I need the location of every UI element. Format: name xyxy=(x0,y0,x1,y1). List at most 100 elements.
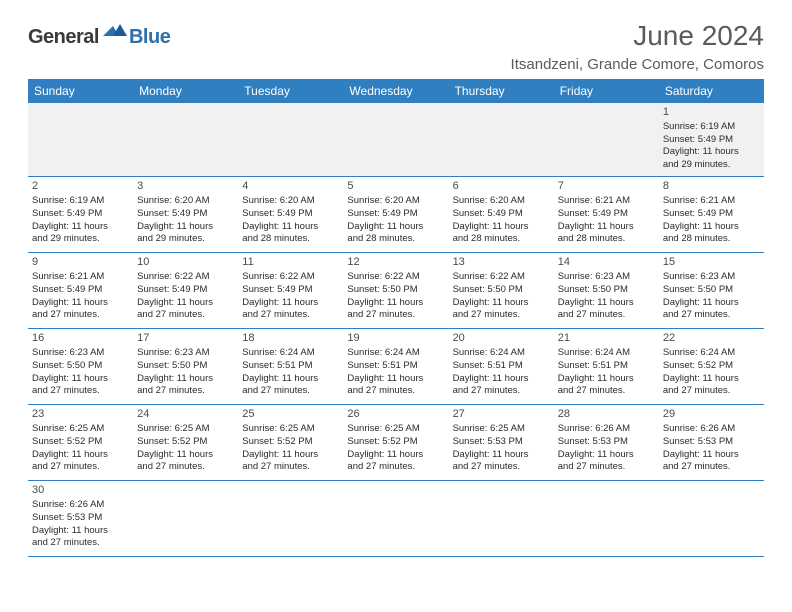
calendar-cell xyxy=(28,103,133,177)
calendar-cell xyxy=(449,103,554,177)
daylight-text: Daylight: 11 hours xyxy=(558,297,655,310)
sunrise-text: Sunrise: 6:23 AM xyxy=(558,271,655,284)
sunset-text: Sunset: 5:51 PM xyxy=(347,360,444,373)
sunrise-text: Sunrise: 6:24 AM xyxy=(663,347,760,360)
calendar-table: Sunday Monday Tuesday Wednesday Thursday… xyxy=(28,79,764,557)
sunrise-text: Sunrise: 6:21 AM xyxy=(663,195,760,208)
day-number: 9 xyxy=(32,255,129,270)
daylight-text: and 27 minutes. xyxy=(242,309,339,322)
daylight-text: and 27 minutes. xyxy=(558,309,655,322)
daylight-text: and 27 minutes. xyxy=(32,461,129,474)
calendar-cell xyxy=(554,481,659,557)
calendar-cell: 4Sunrise: 6:20 AMSunset: 5:49 PMDaylight… xyxy=(238,177,343,253)
calendar-cell xyxy=(133,481,238,557)
day-number: 2 xyxy=(32,179,129,194)
col-monday: Monday xyxy=(133,79,238,103)
sunset-text: Sunset: 5:52 PM xyxy=(32,436,129,449)
sunrise-text: Sunrise: 6:23 AM xyxy=(32,347,129,360)
daylight-text: and 27 minutes. xyxy=(347,385,444,398)
day-number: 20 xyxy=(453,331,550,346)
day-number: 7 xyxy=(558,179,655,194)
sunset-text: Sunset: 5:51 PM xyxy=(453,360,550,373)
daylight-text: and 29 minutes. xyxy=(663,159,760,172)
calendar-cell: 30Sunrise: 6:26 AMSunset: 5:53 PMDayligh… xyxy=(28,481,133,557)
daylight-text: Daylight: 11 hours xyxy=(137,449,234,462)
sunset-text: Sunset: 5:50 PM xyxy=(32,360,129,373)
day-number: 16 xyxy=(32,331,129,346)
day-number: 4 xyxy=(242,179,339,194)
sunrise-text: Sunrise: 6:25 AM xyxy=(347,423,444,436)
logo-text-blue: Blue xyxy=(129,26,170,49)
daylight-text: Daylight: 11 hours xyxy=(242,373,339,386)
col-wednesday: Wednesday xyxy=(343,79,448,103)
calendar-cell: 29Sunrise: 6:26 AMSunset: 5:53 PMDayligh… xyxy=(659,405,764,481)
calendar-row: 1Sunrise: 6:19 AMSunset: 5:49 PMDaylight… xyxy=(28,103,764,177)
daylight-text: Daylight: 11 hours xyxy=(347,373,444,386)
calendar-cell xyxy=(554,103,659,177)
calendar-row: 9Sunrise: 6:21 AMSunset: 5:49 PMDaylight… xyxy=(28,253,764,329)
day-number: 17 xyxy=(137,331,234,346)
day-number: 19 xyxy=(347,331,444,346)
day-number: 23 xyxy=(32,407,129,422)
sunset-text: Sunset: 5:53 PM xyxy=(453,436,550,449)
calendar-cell: 12Sunrise: 6:22 AMSunset: 5:50 PMDayligh… xyxy=(343,253,448,329)
day-number: 21 xyxy=(558,331,655,346)
daylight-text: Daylight: 11 hours xyxy=(347,449,444,462)
daylight-text: and 27 minutes. xyxy=(242,461,339,474)
calendar-cell: 18Sunrise: 6:24 AMSunset: 5:51 PMDayligh… xyxy=(238,329,343,405)
daylight-text: and 27 minutes. xyxy=(347,461,444,474)
calendar-cell: 25Sunrise: 6:25 AMSunset: 5:52 PMDayligh… xyxy=(238,405,343,481)
sunset-text: Sunset: 5:51 PM xyxy=(558,360,655,373)
calendar-cell: 3Sunrise: 6:20 AMSunset: 5:49 PMDaylight… xyxy=(133,177,238,253)
daylight-text: and 28 minutes. xyxy=(663,233,760,246)
calendar-row: 30Sunrise: 6:26 AMSunset: 5:53 PMDayligh… xyxy=(28,481,764,557)
day-number: 22 xyxy=(663,331,760,346)
day-number: 28 xyxy=(558,407,655,422)
sunrise-text: Sunrise: 6:22 AM xyxy=(347,271,444,284)
daylight-text: and 28 minutes. xyxy=(242,233,339,246)
daylight-text: and 27 minutes. xyxy=(32,537,129,550)
calendar-cell xyxy=(133,103,238,177)
daylight-text: and 29 minutes. xyxy=(137,233,234,246)
daylight-text: Daylight: 11 hours xyxy=(242,449,339,462)
daylight-text: Daylight: 11 hours xyxy=(347,297,444,310)
page-header: General Blue June 2024 Itsandzeni, Grand… xyxy=(28,20,764,73)
calendar-cell xyxy=(343,103,448,177)
calendar-cell: 9Sunrise: 6:21 AMSunset: 5:49 PMDaylight… xyxy=(28,253,133,329)
sunset-text: Sunset: 5:49 PM xyxy=(137,208,234,221)
daylight-text: Daylight: 11 hours xyxy=(347,221,444,234)
calendar-cell: 7Sunrise: 6:21 AMSunset: 5:49 PMDaylight… xyxy=(554,177,659,253)
sunset-text: Sunset: 5:53 PM xyxy=(663,436,760,449)
calendar-cell: 17Sunrise: 6:23 AMSunset: 5:50 PMDayligh… xyxy=(133,329,238,405)
logo: General Blue xyxy=(28,26,170,49)
day-number: 10 xyxy=(137,255,234,270)
daylight-text: Daylight: 11 hours xyxy=(137,221,234,234)
daylight-text: and 27 minutes. xyxy=(137,461,234,474)
day-number: 25 xyxy=(242,407,339,422)
col-saturday: Saturday xyxy=(659,79,764,103)
calendar-cell xyxy=(238,103,343,177)
sunrise-text: Sunrise: 6:22 AM xyxy=(242,271,339,284)
sunrise-text: Sunrise: 6:26 AM xyxy=(32,499,129,512)
col-thursday: Thursday xyxy=(449,79,554,103)
sunrise-text: Sunrise: 6:24 AM xyxy=(242,347,339,360)
calendar-cell: 1Sunrise: 6:19 AMSunset: 5:49 PMDaylight… xyxy=(659,103,764,177)
weekday-header-row: Sunday Monday Tuesday Wednesday Thursday… xyxy=(28,79,764,103)
sunrise-text: Sunrise: 6:24 AM xyxy=(347,347,444,360)
sunset-text: Sunset: 5:49 PM xyxy=(663,208,760,221)
daylight-text: Daylight: 11 hours xyxy=(137,297,234,310)
sunrise-text: Sunrise: 6:24 AM xyxy=(558,347,655,360)
daylight-text: Daylight: 11 hours xyxy=(32,373,129,386)
calendar-cell: 26Sunrise: 6:25 AMSunset: 5:52 PMDayligh… xyxy=(343,405,448,481)
daylight-text: and 27 minutes. xyxy=(242,385,339,398)
col-friday: Friday xyxy=(554,79,659,103)
sunrise-text: Sunrise: 6:23 AM xyxy=(663,271,760,284)
day-number: 12 xyxy=(347,255,444,270)
calendar-cell xyxy=(449,481,554,557)
sunset-text: Sunset: 5:53 PM xyxy=(32,512,129,525)
daylight-text: Daylight: 11 hours xyxy=(32,525,129,538)
sunrise-text: Sunrise: 6:21 AM xyxy=(558,195,655,208)
sunrise-text: Sunrise: 6:26 AM xyxy=(558,423,655,436)
daylight-text: Daylight: 11 hours xyxy=(663,221,760,234)
day-number: 5 xyxy=(347,179,444,194)
